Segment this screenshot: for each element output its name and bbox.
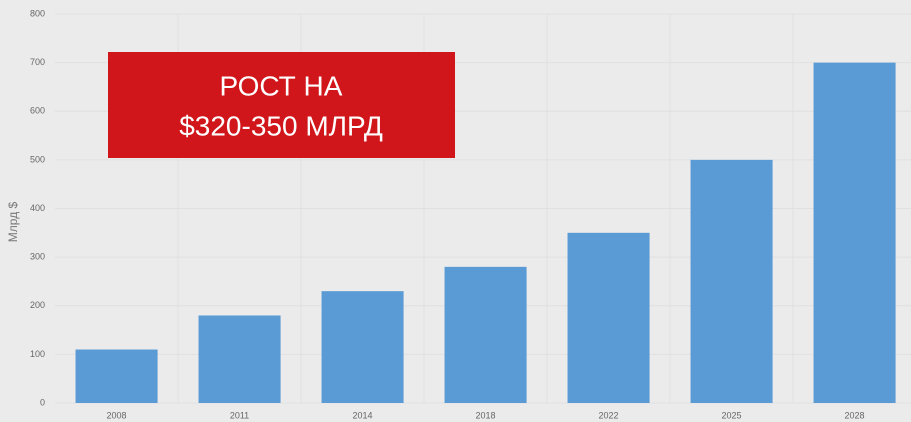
x-tick-label: 2008: [106, 410, 126, 420]
annotation-text: РОСТ НА: [220, 70, 343, 101]
x-tick-label: 2011: [230, 410, 249, 420]
x-tick-label: 2018: [475, 410, 495, 420]
y-tick-label: 600: [30, 106, 45, 116]
y-tick-label: 300: [30, 252, 45, 262]
y-tick-label: 700: [30, 57, 45, 67]
bar: [75, 349, 158, 403]
x-tick-label: 2014: [352, 410, 372, 420]
bar: [813, 62, 896, 403]
bar: [690, 159, 773, 403]
y-axis-label: Млрд $: [6, 201, 20, 242]
x-tick-label: 2028: [844, 410, 864, 420]
annotation-text: $320-350 МЛРД: [179, 110, 383, 141]
y-tick-label: 200: [30, 300, 45, 310]
y-tick-label: 500: [30, 154, 45, 164]
y-tick-label: 0: [40, 397, 45, 407]
bar: [567, 232, 650, 403]
y-tick-label: 400: [30, 203, 45, 213]
y-tick-label: 100: [30, 349, 45, 359]
bar: [444, 266, 527, 403]
x-tick-label: 2025: [721, 410, 741, 420]
y-tick-label: 800: [30, 8, 45, 18]
annotation-box: [108, 52, 455, 158]
x-tick-label: 2022: [598, 410, 618, 420]
bar: [321, 291, 404, 403]
bar: [198, 315, 281, 403]
